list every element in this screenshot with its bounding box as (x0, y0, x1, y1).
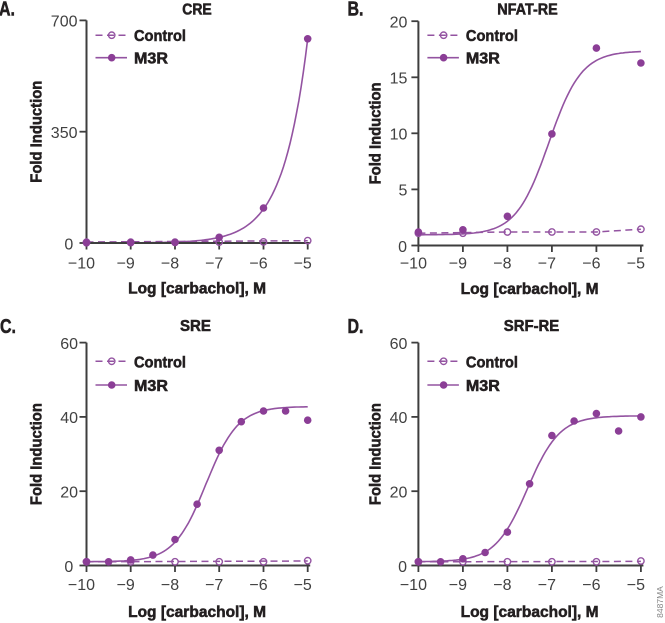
svg-text:−5: −5 (627, 577, 645, 594)
svg-text:Fold Induction: Fold Induction (368, 403, 385, 505)
svg-text:M3R: M3R (466, 378, 500, 395)
svg-text:40: 40 (390, 410, 408, 427)
svg-text:CRE: CRE (182, 2, 212, 19)
svg-text:8487MA: 8487MA (655, 586, 665, 618)
svg-text:5: 5 (398, 183, 407, 200)
svg-text:C.: C. (0, 316, 16, 338)
svg-text:Fold Induction: Fold Induction (29, 81, 46, 183)
svg-text:−9: −9 (117, 577, 135, 594)
svg-text:M3R: M3R (134, 51, 168, 68)
svg-text:−5: −5 (294, 256, 312, 273)
svg-text:Fold Induction: Fold Induction (29, 403, 46, 505)
svg-text:Control: Control (134, 28, 186, 45)
svg-text:SRF-RE: SRF-RE (504, 318, 560, 335)
svg-text:0: 0 (398, 559, 407, 576)
svg-text:0: 0 (64, 236, 73, 253)
svg-text:−5: −5 (627, 256, 645, 273)
svg-text:−10: −10 (68, 256, 95, 273)
svg-text:−6: −6 (249, 256, 267, 273)
svg-text:Log [carbachol], M: Log [carbachol], M (128, 604, 266, 621)
svg-text:−7: −7 (205, 256, 223, 273)
svg-text:−10: −10 (400, 577, 427, 594)
svg-text:−10: −10 (400, 256, 427, 273)
svg-text:60: 60 (390, 336, 408, 353)
svg-text:−8: −8 (493, 256, 511, 273)
svg-text:SRE: SRE (180, 318, 211, 335)
svg-text:M3R: M3R (134, 378, 168, 395)
svg-text:−6: −6 (582, 256, 600, 273)
svg-text:A.: A. (0, 0, 15, 21)
svg-text:−6: −6 (249, 577, 267, 594)
svg-text:20: 20 (390, 485, 408, 502)
svg-text:Log [carbachol], M: Log [carbachol], M (461, 604, 599, 621)
svg-text:−7: −7 (205, 577, 223, 594)
svg-text:−9: −9 (449, 256, 467, 273)
svg-text:40: 40 (60, 410, 78, 427)
svg-text:0: 0 (398, 239, 407, 256)
svg-text:Control: Control (466, 354, 518, 371)
svg-text:Control: Control (134, 354, 186, 371)
svg-text:Control: Control (466, 28, 518, 45)
svg-text:350: 350 (51, 125, 78, 142)
svg-text:−8: −8 (493, 577, 511, 594)
svg-text:−7: −7 (538, 577, 556, 594)
svg-text:20: 20 (390, 15, 408, 32)
svg-text:−9: −9 (117, 256, 135, 273)
svg-text:−6: −6 (582, 577, 600, 594)
svg-text:−8: −8 (161, 256, 179, 273)
svg-text:−5: −5 (294, 577, 312, 594)
svg-text:Fold Induction: Fold Induction (368, 82, 385, 184)
svg-text:−10: −10 (68, 577, 95, 594)
svg-text:60: 60 (60, 336, 78, 353)
svg-text:−8: −8 (161, 577, 179, 594)
svg-text:0: 0 (64, 559, 73, 576)
svg-text:−7: −7 (538, 256, 556, 273)
svg-text:NFAT-RE: NFAT-RE (497, 2, 558, 19)
svg-text:Log [carbachol], M: Log [carbachol], M (128, 281, 266, 298)
svg-text:Log [carbachol], M: Log [carbachol], M (461, 281, 599, 298)
svg-text:700: 700 (51, 14, 78, 31)
svg-text:B.: B. (348, 0, 364, 21)
svg-text:D.: D. (348, 316, 364, 338)
svg-text:15: 15 (390, 71, 408, 88)
svg-text:10: 10 (390, 127, 408, 144)
svg-text:M3R: M3R (466, 51, 500, 68)
svg-text:−9: −9 (449, 577, 467, 594)
svg-text:20: 20 (60, 485, 78, 502)
